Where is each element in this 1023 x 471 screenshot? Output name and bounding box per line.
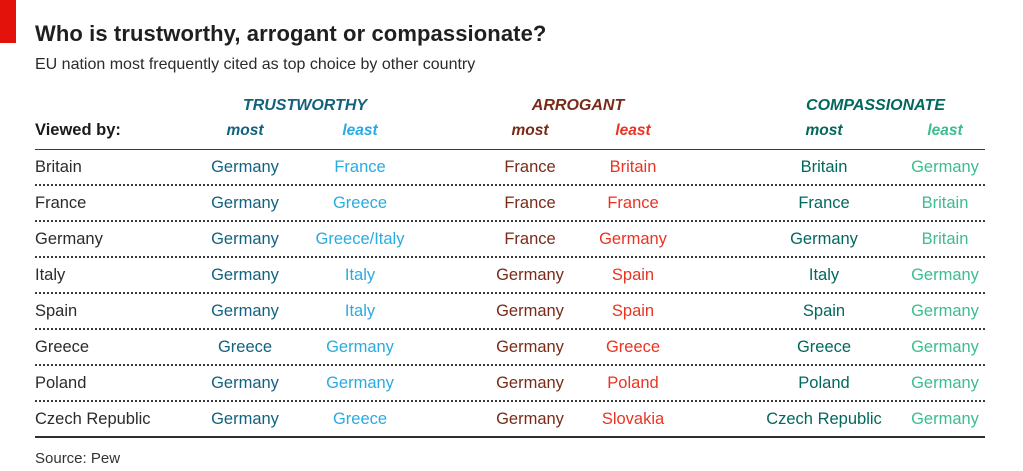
cell-arrogant-most: Germany	[496, 337, 564, 356]
cell-arrogant-most: Germany	[496, 301, 564, 320]
col-header-compassionate-most: most	[805, 122, 843, 139]
cell-arrogant-least: Spain	[611, 265, 655, 284]
cell-arrogant-most: France	[504, 157, 556, 176]
viewer-country: France	[35, 193, 87, 212]
cell-compassionate-most: Greece	[796, 337, 852, 356]
cell-compassionate-most: Czech Republic	[766, 409, 882, 428]
viewer-country: Germany	[35, 229, 103, 248]
cell-trustworthy-most: Germany	[211, 193, 279, 212]
table-row: Germany Germany Greece/Italy France Germ…	[35, 222, 985, 258]
cell-compassionate-least: Germany	[911, 337, 979, 356]
cell-compassionate-least: Germany	[911, 373, 979, 392]
cell-trustworthy-least: France	[334, 157, 386, 176]
cell-trustworthy-most: Germany	[211, 373, 279, 392]
cell-arrogant-least: Poland	[607, 373, 659, 392]
table-row: France Germany Greece France France Fran…	[35, 186, 985, 222]
ratings-table: TRUSTWORTHY ARROGANT COMPASSIONATE Viewe…	[35, 95, 985, 438]
source-note: Source: Pew	[35, 450, 121, 467]
cell-compassionate-least: Germany	[911, 157, 979, 176]
viewer-country: Greece	[35, 337, 90, 356]
cell-trustworthy-most: Germany	[211, 265, 279, 284]
cell-arrogant-most: France	[504, 193, 556, 212]
col-header-arrogant-most: most	[511, 122, 549, 139]
cell-compassionate-most: Poland	[798, 373, 850, 392]
sub-header-row: Viewed by: most least most least most le…	[35, 115, 985, 150]
cell-trustworthy-least: Greece	[332, 193, 388, 212]
table-row: Britain Germany France France Britain Br…	[35, 150, 985, 186]
viewer-country: Spain	[35, 301, 78, 320]
cell-trustworthy-least: Greece/Italy	[315, 229, 405, 248]
group-header-compassionate: COMPASSIONATE	[806, 97, 945, 114]
col-header-arrogant-least: least	[615, 122, 651, 139]
cell-trustworthy-most: Germany	[211, 409, 279, 428]
group-header-row: TRUSTWORTHY ARROGANT COMPASSIONATE	[35, 95, 985, 115]
cell-trustworthy-least: Greece	[332, 409, 388, 428]
viewer-country: Britain	[35, 157, 82, 176]
col-header-trustworthy-most: most	[226, 122, 264, 139]
group-header-arrogant: ARROGANT	[531, 97, 625, 114]
cell-compassionate-least: Germany	[911, 409, 979, 428]
cell-compassionate-most: Britain	[800, 157, 848, 176]
cell-arrogant-most: Germany	[496, 409, 564, 428]
group-header-trustworthy: TRUSTWORTHY	[242, 97, 368, 114]
cell-trustworthy-most: Germany	[211, 229, 279, 248]
viewer-country: Poland	[35, 373, 87, 392]
viewed-by-label: Viewed by:	[35, 121, 121, 139]
cell-arrogant-most: Germany	[496, 265, 564, 284]
cell-trustworthy-most: Germany	[211, 301, 279, 320]
cell-compassionate-least: Germany	[911, 301, 979, 320]
cell-arrogant-most: Germany	[496, 373, 564, 392]
cell-compassionate-most: Germany	[790, 229, 858, 248]
cell-arrogant-least: Slovakia	[601, 409, 665, 428]
cell-trustworthy-least: Italy	[344, 301, 376, 320]
cell-compassionate-least: Germany	[911, 265, 979, 284]
page-subtitle: EU nation most frequently cited as top c…	[35, 56, 476, 73]
col-header-compassionate-least: least	[927, 122, 963, 139]
cell-arrogant-least: Greece	[605, 337, 661, 356]
table-row: Spain Germany Italy Germany Spain Spain …	[35, 294, 985, 330]
col-header-trustworthy-least: least	[342, 122, 378, 139]
table-row: Czech Republic Germany Greece Germany Sl…	[35, 402, 985, 438]
accent-bar	[0, 0, 16, 43]
cell-trustworthy-most: Greece	[217, 337, 273, 356]
table-row: Greece Greece Germany Germany Greece Gre…	[35, 330, 985, 366]
cell-arrogant-most: France	[504, 229, 556, 248]
cell-compassionate-most: Italy	[808, 265, 840, 284]
table-row: Poland Germany Germany Germany Poland Po…	[35, 366, 985, 402]
cell-trustworthy-least: Germany	[326, 337, 394, 356]
cell-compassionate-least: Britain	[921, 229, 969, 248]
cell-arrogant-least: Britain	[609, 157, 657, 176]
page-title: Who is trustworthy, arrogant or compassi…	[35, 21, 547, 46]
cell-arrogant-least: Germany	[599, 229, 667, 248]
cell-arrogant-least: Spain	[611, 301, 655, 320]
cell-trustworthy-least: Germany	[326, 373, 394, 392]
viewer-country: Italy	[35, 265, 66, 284]
table-row: Italy Germany Italy Germany Spain Italy …	[35, 258, 985, 294]
cell-trustworthy-most: Germany	[211, 157, 279, 176]
cell-arrogant-least: France	[607, 193, 659, 212]
cell-compassionate-most: Spain	[802, 301, 846, 320]
cell-compassionate-most: France	[798, 193, 850, 212]
cell-trustworthy-least: Italy	[344, 265, 376, 284]
viewer-country: Czech Republic	[35, 409, 151, 428]
cell-compassionate-least: Britain	[921, 193, 969, 212]
